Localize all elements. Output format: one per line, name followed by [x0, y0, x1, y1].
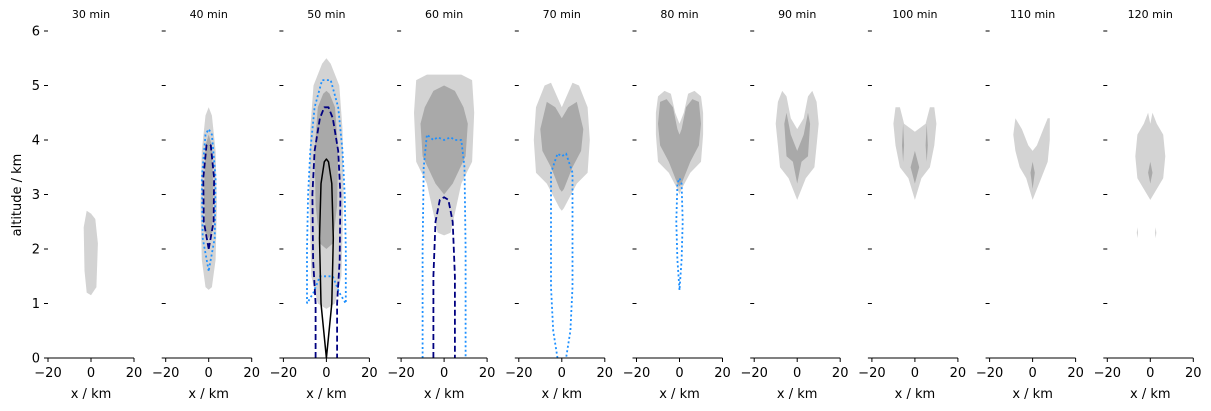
x-tick-label: 0 [87, 366, 95, 381]
dark-contour-fill [902, 123, 905, 162]
x-axis-label: x / km [659, 387, 700, 402]
x-tick-label: 20 [832, 366, 849, 381]
x-tick-label: 20 [714, 366, 731, 381]
y-tick-label: 4 [32, 134, 40, 149]
x-tick-label: 0 [1146, 366, 1154, 381]
x-tick-label: 0 [793, 366, 801, 381]
dotted-contour-line [675, 177, 684, 290]
x-tick-label: −20 [34, 366, 61, 381]
x-axis-label: x / km [424, 387, 465, 402]
panel-title: 70 min [543, 8, 581, 21]
panel-3: 60 min −20 0 20 x / km [387, 8, 495, 402]
x-tick-label: 20 [1067, 366, 1084, 381]
panel-title: 80 min [660, 8, 698, 21]
dark-contour-fill [1148, 161, 1153, 184]
x-tick-label: −20 [1094, 366, 1121, 381]
dark-contour-fill [910, 150, 920, 184]
panel-6: 90 min −20 0 20 x / km [740, 8, 848, 402]
x-axis-label: x / km [1012, 387, 1053, 402]
x-tick-label: 0 [440, 366, 448, 381]
x-axis-label: x / km [895, 387, 936, 402]
x-axis-label: x / km [188, 387, 229, 402]
y-tick-label: 1 [32, 297, 40, 312]
x-tick-label: 20 [243, 366, 260, 381]
dark-contour-fill [658, 99, 701, 187]
x-axis-label: x / km [306, 387, 347, 402]
x-tick-label: −20 [270, 366, 297, 381]
light-contour-fill [1135, 112, 1166, 200]
dark-contour-fill [925, 123, 928, 162]
dashed-contour-line [311, 106, 342, 358]
panel-1: 40 min −20 0 20 x / km [152, 8, 260, 402]
x-tick-label: −20 [858, 366, 885, 381]
panel-title: 60 min [425, 8, 463, 21]
panel-7: 100 min −20 0 20 x / km [858, 8, 966, 402]
panel-title: 30 min [72, 8, 110, 21]
light-contour-fill [1136, 227, 1138, 239]
light-contour-fill [1013, 118, 1050, 200]
x-tick-label: 20 [126, 366, 143, 381]
x-tick-label: −20 [387, 366, 414, 381]
x-tick-label: −20 [152, 366, 179, 381]
x-tick-label: 0 [558, 366, 566, 381]
x-tick-label: −20 [740, 366, 767, 381]
x-tick-label: 20 [479, 366, 496, 381]
x-tick-label: 0 [1028, 366, 1036, 381]
x-tick-label: 20 [597, 366, 614, 381]
dark-contour-fill [314, 90, 339, 250]
panel-5: 80 min −20 0 20 x / km [623, 8, 731, 402]
x-tick-label: 20 [361, 366, 378, 381]
panel-9: 120 min −20 0 20 x / km [1094, 8, 1202, 402]
panel-title: 50 min [307, 8, 345, 21]
x-tick-label: 0 [205, 366, 213, 381]
light-contour-fill [83, 210, 98, 296]
y-tick-label: 3 [32, 188, 40, 203]
x-tick-label: −20 [623, 366, 650, 381]
x-tick-label: 20 [950, 366, 967, 381]
dark-contour-fill [784, 112, 811, 184]
panel-title: 100 min [892, 8, 937, 21]
light-contour-fill [1155, 227, 1157, 239]
x-tick-label: −20 [505, 366, 532, 381]
x-tick-label: 0 [322, 366, 330, 381]
panel-4: 70 min −20 0 20 x / km [505, 8, 613, 402]
y-tick-label: 2 [32, 243, 40, 258]
y-tick-label: 6 [32, 25, 40, 40]
dark-contour-fill [204, 134, 214, 239]
y-tick-label: 5 [32, 79, 40, 94]
panel-title: 110 min [1010, 8, 1055, 21]
x-tick-label: −20 [976, 366, 1003, 381]
dark-contour-fill [1030, 161, 1035, 189]
x-axis-label: x / km [71, 387, 112, 402]
panel-2: 50 min −20 0 20 x / km [270, 8, 378, 402]
dashed-contour-line [432, 196, 456, 358]
x-tick-label: 0 [911, 366, 919, 381]
dark-contour-fill [540, 101, 584, 192]
x-axis-label: x / km [542, 387, 583, 402]
x-axis-label: x / km [1130, 387, 1171, 402]
y-axis-label: altitude / km [10, 154, 25, 237]
panel-title: 90 min [778, 8, 816, 21]
dotted-contour-line [421, 133, 467, 358]
x-axis-label: x / km [777, 387, 818, 402]
panel-title: 120 min [1128, 8, 1173, 21]
panel-8: 110 min −20 0 20 x / km [976, 8, 1084, 402]
x-tick-label: 0 [675, 366, 683, 381]
solid-contour-line [318, 158, 335, 359]
x-tick-label: 20 [1185, 366, 1202, 381]
panel-title: 40 min [190, 8, 228, 21]
y-tick-label: 0 [32, 352, 40, 367]
